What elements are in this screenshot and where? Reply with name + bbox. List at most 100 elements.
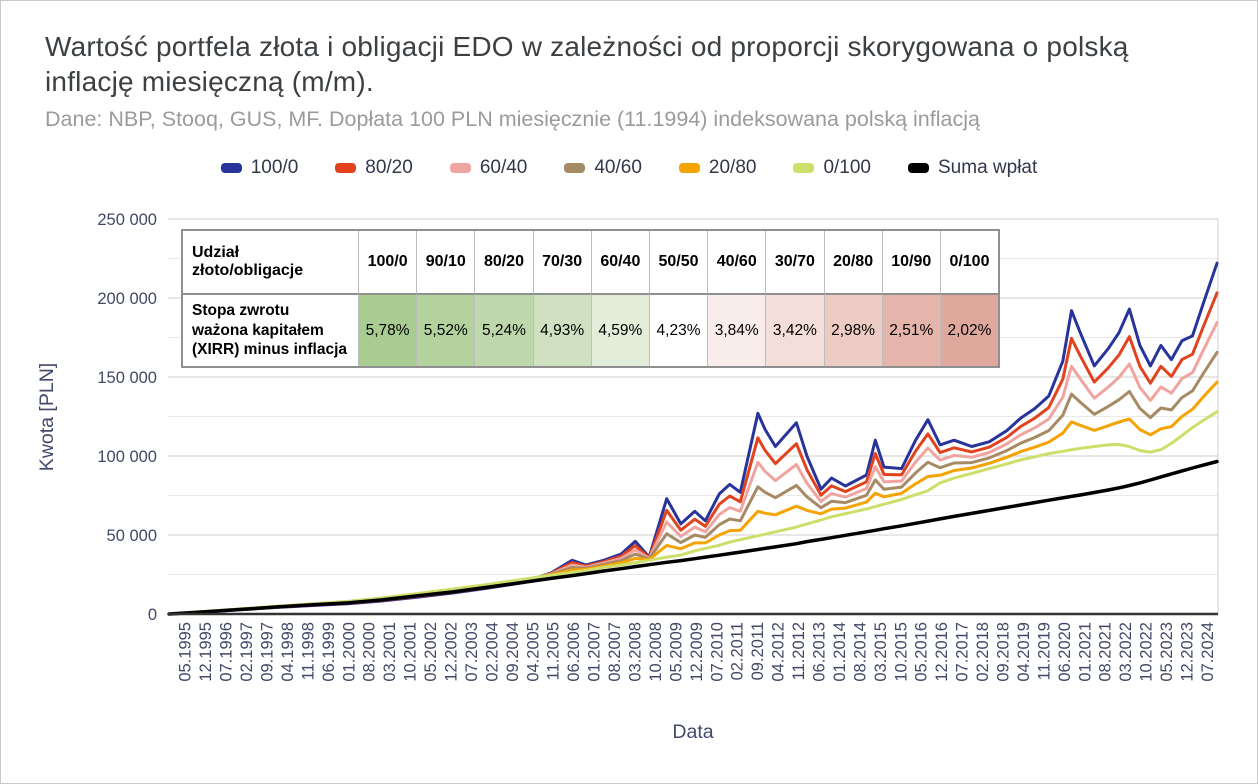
y-tick-label: 250 000: [97, 211, 157, 229]
legend-swatch-icon: [793, 162, 815, 173]
legend-item-40-60[interactable]: 40/60: [564, 157, 642, 179]
table-value-cell: 2,98%: [823, 293, 882, 366]
x-tick-label: 01.2021: [1076, 622, 1094, 682]
legend: 100/0 80/20 60/40 40/60 20/80 0/100 Suma wpłat: [1, 157, 1257, 179]
legend-item-20-80[interactable]: 20/80: [678, 156, 757, 179]
legend-label: 40/60: [594, 156, 642, 178]
x-tick-label: 01.2014: [831, 622, 849, 682]
x-tick-label: 10.2022: [1138, 622, 1156, 682]
x-tick-label: 07.2017: [954, 622, 972, 682]
y-tick-label: 200 000: [97, 290, 157, 308]
series-line-0-100: [167, 410, 1219, 616]
legend-label: 20/80: [708, 156, 757, 178]
x-tick-label: 12.2009: [688, 622, 706, 682]
y-tick-label: 50 000: [107, 527, 157, 545]
x-tick-label: 08.2021: [1097, 622, 1115, 682]
x-tick-label: 04.2019: [1015, 622, 1033, 682]
x-tick-label: 11.2012: [790, 622, 808, 680]
x-tick-label: 08.2007: [606, 622, 624, 682]
legend-item-60-40[interactable]: 60/40: [449, 156, 528, 179]
table-value-cell: 3,42%: [765, 293, 824, 366]
x-tick-label: 02.2004: [483, 622, 501, 682]
table-col-header: 0/100: [939, 231, 999, 293]
x-tick-label: 04.2012: [770, 622, 788, 682]
table-col-header: 80/20: [474, 231, 533, 293]
legend-item-suma-wpłat[interactable]: Suma wpłat: [908, 157, 1037, 179]
legend-swatch-icon: [908, 162, 929, 173]
x-tick-label: 02.2018: [974, 622, 992, 682]
x-tick-label: 03.2008: [626, 622, 644, 682]
x-tick-label: 10.2008: [647, 622, 665, 682]
x-axis-tick-labels: 05.1995 12.1995 07.1996 02.1997 09.1997 04.19…: [177, 622, 1217, 682]
table-col-header: 30/70: [765, 231, 824, 293]
legend-label: Suma wpłat: [938, 156, 1038, 178]
table-value-cell: 5,24%: [474, 293, 533, 366]
y-tick-label: 150 000: [97, 369, 157, 387]
legend-swatch-icon: [335, 162, 357, 173]
chart-subtitle: Dane: NBP, Stooq, GUS, MF. Dopłata 100 P…: [45, 106, 980, 131]
legend-item-100-0[interactable]: 100/0: [220, 156, 299, 179]
table-col-header: 90/10: [416, 231, 475, 293]
chart-title: Wartość portfela złota i obligacji EDO w…: [45, 31, 1129, 98]
y-tick-label: 0: [148, 606, 157, 624]
table-value-cell: 3,84%: [707, 293, 766, 366]
legend-swatch-icon: [564, 162, 586, 173]
x-tick-label: 06.1999: [320, 622, 338, 682]
legend-label: 100/0: [250, 156, 299, 178]
y-axis-tick-labels: 0 50 000 100 000 150 000 200 000 250 000: [97, 211, 157, 624]
x-tick-label: 05.2009: [667, 622, 685, 682]
x-tick-label: 03.2015: [872, 622, 890, 682]
x-tick-label: 07.2024: [1199, 622, 1217, 682]
x-tick-label: 09.2018: [994, 622, 1012, 682]
table-value-cell: 4,59%: [590, 293, 649, 366]
x-tick-label: 10.2015: [892, 622, 910, 682]
x-tick-label: 09.2011: [749, 622, 767, 680]
table-corner-label: Udział złoto/obligacje: [183, 231, 358, 293]
table-value-cell: 2,51%: [881, 293, 940, 366]
table-value-cell: 2,02%: [939, 293, 999, 366]
x-tick-label: 12.1995: [197, 622, 215, 682]
x-tick-label: 02.1997: [238, 622, 256, 682]
y-axis-title: Kwota [PLN]: [36, 363, 58, 471]
table-value-cell: 4,93%: [532, 293, 591, 366]
legend-item-80-20[interactable]: 80/20: [335, 157, 413, 179]
x-tick-label: 12.2002: [442, 622, 460, 682]
table-col-header: 20/80: [823, 231, 882, 293]
x-tick-label: 06.2013: [810, 622, 828, 682]
table-col-header: 100/0: [358, 231, 417, 293]
series-lines: [167, 261, 1219, 616]
table-value-cell: 4,23%: [648, 293, 708, 366]
x-tick-label: 12.2016: [933, 622, 951, 682]
legend-swatch-icon: [449, 162, 471, 173]
x-tick-label: 06.2006: [565, 622, 583, 682]
x-tick-label: 03.2022: [1117, 622, 1135, 682]
x-tick-label: 09.2004: [504, 622, 522, 682]
table-col-header: 70/30: [532, 231, 591, 293]
table-col-header: 10/90: [881, 231, 940, 293]
x-tick-label: 08.2014: [851, 622, 869, 682]
x-axis-title: Data: [672, 721, 713, 743]
legend-swatch-icon: [220, 162, 242, 173]
x-tick-label: 05.2002: [422, 622, 440, 682]
x-tick-label: 02.2011: [729, 622, 747, 680]
x-tick-label: 08.2000: [361, 622, 379, 682]
table-col-header: 40/60: [707, 231, 766, 293]
x-tick-label: 05.1995: [177, 622, 195, 682]
x-tick-label: 03.2001: [381, 622, 399, 682]
x-tick-label: 11.2019: [1035, 622, 1053, 680]
x-tick-label: 07.2003: [463, 622, 481, 682]
legend-label: 80/20: [365, 156, 413, 178]
x-tick-label: 12.2023: [1179, 622, 1197, 682]
xirr-returns-table: Udział złoto/obligacje 100/0 90/10 80/20 70/3…: [181, 229, 1001, 368]
legend-swatch-icon: [678, 162, 700, 173]
x-tick-label: 11.1998: [299, 622, 317, 680]
table-col-header: 50/50: [648, 231, 708, 293]
table-value-cell: 5,78%: [358, 293, 417, 366]
legend-item-0-100[interactable]: 0/100: [793, 157, 871, 179]
x-tick-label: 01.2000: [340, 622, 358, 682]
x-tick-label: 07.2010: [708, 622, 726, 682]
x-tick-label: 11.2005: [545, 622, 563, 680]
table-row-label: Stopa zwrotu ważona kapitałem (XIRR) minus…: [183, 293, 358, 366]
legend-label: 60/40: [479, 156, 528, 178]
